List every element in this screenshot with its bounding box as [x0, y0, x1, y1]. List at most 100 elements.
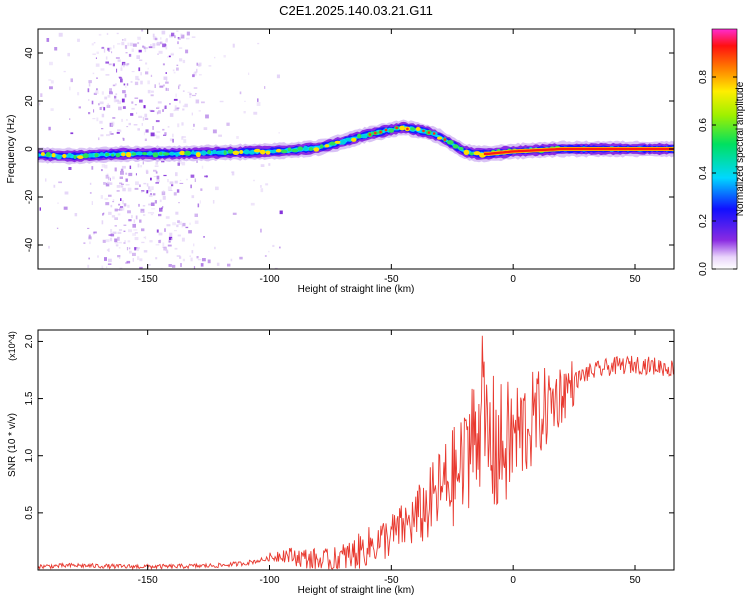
noise-dot	[264, 86, 266, 89]
noise-dot	[122, 187, 126, 192]
noise-dot	[101, 113, 105, 118]
noise-dot	[143, 236, 145, 239]
noise-dot	[215, 186, 219, 191]
noise-dot	[132, 258, 134, 262]
snr-y-axis: 0.5 1.0 1.5 2.0	[24, 334, 674, 520]
snr-x-label: Height of straight line (km)	[298, 585, 415, 596]
noise-dot	[134, 237, 139, 241]
noise-dot	[127, 240, 131, 243]
noise-dot	[171, 184, 174, 187]
noise-dot	[100, 195, 103, 199]
noise-dot	[176, 255, 181, 257]
noise-dot	[148, 186, 151, 190]
noise-dot	[169, 103, 171, 105]
noise-dot	[110, 229, 113, 233]
ridge-peak	[162, 152, 170, 156]
noise-dot	[148, 264, 151, 266]
noise-dot	[120, 185, 124, 188]
noise-dot	[138, 67, 141, 72]
noise-dot	[201, 101, 205, 104]
noise-dot	[150, 44, 152, 46]
noise-dot	[111, 51, 113, 54]
ridge-core	[40, 125, 674, 160]
noise-dot	[179, 182, 184, 184]
ridge-peak	[388, 128, 395, 133]
noise-dot	[107, 181, 110, 185]
noise-dot	[194, 178, 196, 182]
noise-dot	[150, 94, 154, 97]
noise-dot	[194, 71, 197, 74]
noise-dot	[156, 175, 160, 180]
noise-dot	[137, 128, 140, 131]
noise-dot	[100, 68, 105, 71]
noise-dot	[108, 234, 112, 236]
ridge-peak	[131, 152, 137, 156]
noise-dot	[169, 232, 173, 237]
noise-dot	[177, 234, 181, 237]
noise-dot	[147, 212, 152, 214]
ridge-peak	[280, 149, 288, 154]
noise-dot	[132, 223, 136, 228]
noise-dot	[143, 250, 148, 253]
noise-dot	[124, 93, 127, 98]
noise-dot	[176, 224, 179, 228]
noise-dot	[181, 224, 183, 228]
noise-dot	[134, 232, 138, 234]
noise-dot	[95, 90, 99, 94]
noise-dot	[167, 56, 169, 58]
noise-dot	[176, 107, 180, 109]
noise-dot	[137, 256, 140, 260]
noise-dot	[89, 182, 92, 185]
noise-dot	[161, 30, 166, 35]
noise-dot	[50, 108, 54, 111]
noise-dot	[135, 215, 138, 220]
x-tick-label: -100	[259, 575, 279, 586]
noise-dot	[121, 183, 124, 185]
noise-dot	[48, 245, 50, 249]
noise-dot	[141, 241, 145, 244]
noise-dot	[173, 192, 177, 196]
noise-dot	[108, 258, 112, 263]
noise-dot	[155, 244, 160, 246]
noise-dot	[124, 45, 128, 49]
noise-dot	[106, 32, 109, 35]
x-tick-label: -150	[138, 575, 158, 586]
y-tick-label: 40	[24, 47, 35, 59]
noise-dot	[126, 83, 129, 86]
noise-dot	[162, 206, 164, 208]
noise-dot	[125, 86, 127, 88]
ridge-peak	[287, 147, 292, 152]
noise-dot	[93, 109, 95, 113]
noise-dot	[169, 138, 173, 142]
noise-dot	[145, 71, 149, 75]
noise-dot	[98, 137, 100, 141]
noise-dot	[124, 38, 127, 42]
noise-dot	[169, 113, 174, 117]
noise-dot	[152, 46, 156, 49]
noise-dot	[112, 199, 115, 203]
noise-dot	[202, 258, 206, 262]
noise-dot	[125, 262, 128, 264]
noise-dot	[132, 252, 136, 256]
ridge-peak	[159, 151, 163, 156]
noise-dot	[144, 113, 148, 118]
noise-dot	[176, 189, 180, 193]
noise-dot	[102, 239, 106, 243]
noise-dot	[177, 162, 180, 166]
noise-dot	[141, 29, 144, 32]
noise-dot	[132, 233, 136, 236]
noise-dot	[186, 31, 190, 36]
noise-dot	[126, 126, 129, 128]
noise-dot	[114, 242, 119, 244]
noise-dot	[110, 133, 114, 135]
noise-dot	[199, 74, 202, 76]
noise-dot	[162, 190, 165, 194]
noise-dot	[130, 113, 134, 116]
noise-dot	[231, 171, 235, 176]
noise-dot	[145, 169, 149, 173]
noise-dot	[101, 106, 105, 108]
noise-dot	[122, 137, 125, 140]
noise-dot	[112, 201, 114, 203]
noise-dot	[120, 129, 122, 133]
x-tick-label: -150	[138, 274, 158, 285]
